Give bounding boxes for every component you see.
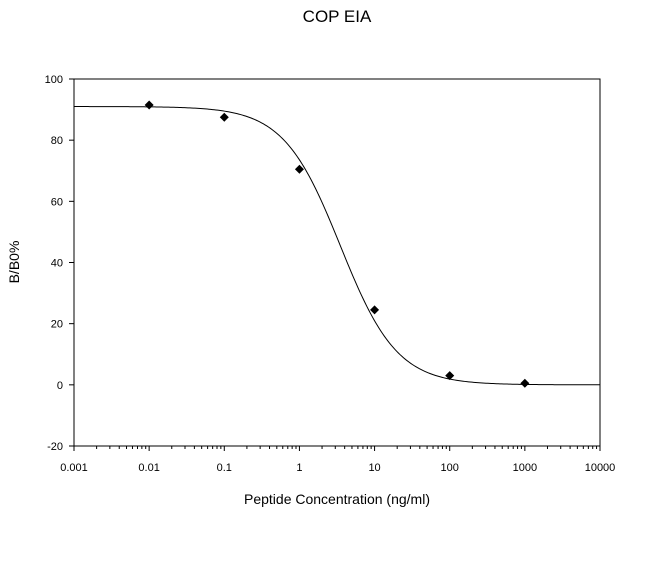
x-tick-label: 10000 bbox=[585, 462, 616, 474]
y-tick-label: 0 bbox=[57, 380, 63, 392]
x-tick-label: 0.001 bbox=[60, 462, 88, 474]
fit-curve bbox=[74, 106, 600, 386]
plot-frame bbox=[73, 78, 601, 447]
x-tick-label: 100 bbox=[441, 462, 459, 474]
x-tick-label: 10 bbox=[368, 462, 380, 474]
data-point bbox=[144, 100, 154, 110]
x-tick-label: 0.01 bbox=[138, 462, 159, 474]
data-point bbox=[294, 164, 304, 174]
data-points bbox=[144, 100, 530, 388]
y-tick-label: 80 bbox=[51, 135, 63, 147]
y-tick-label: 60 bbox=[51, 196, 63, 208]
x-tick-label: 1 bbox=[296, 462, 302, 474]
y-axis: -20 0 20 40 60 80 100 bbox=[45, 74, 74, 453]
y-tick-label: 20 bbox=[51, 319, 63, 331]
x-axis-label: Peptide Concentration (ng/ml) bbox=[244, 491, 430, 507]
y-tick-label: -20 bbox=[47, 441, 63, 453]
data-point bbox=[445, 371, 455, 381]
x-axis: 0.001 0.01 0.1 1 10 100 1000 10000 bbox=[60, 446, 615, 474]
data-point bbox=[520, 378, 530, 388]
y-tick-label: 40 bbox=[51, 258, 63, 270]
chart-title: COP EIA bbox=[303, 7, 372, 26]
y-tick-label: 100 bbox=[45, 74, 63, 86]
y-axis-label: B/B0% bbox=[6, 241, 22, 284]
plot-area bbox=[73, 78, 601, 447]
x-tick-label: 1000 bbox=[513, 462, 537, 474]
data-point bbox=[370, 305, 380, 315]
x-tick-label: 0.1 bbox=[217, 462, 232, 474]
data-point bbox=[219, 112, 229, 122]
